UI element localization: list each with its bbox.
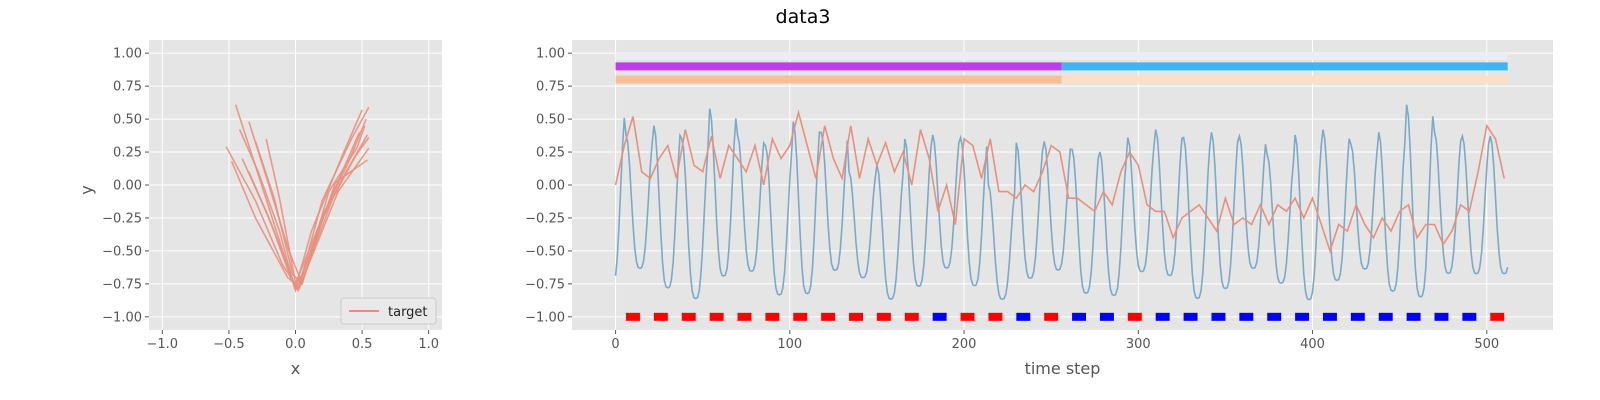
- phase-bar-segment-right: [1061, 62, 1508, 71]
- right-y-tick-label: 0.50: [536, 113, 565, 128]
- marker-blue: [1155, 312, 1170, 321]
- marker-blue: [1211, 312, 1226, 321]
- marker-red: [821, 312, 836, 321]
- left-y-tick-label: 0.25: [113, 146, 142, 161]
- marker-blue: [1406, 312, 1421, 321]
- marker-blue: [1295, 312, 1310, 321]
- marker-red: [653, 312, 668, 321]
- marker-red: [960, 312, 975, 321]
- left-target-line: [238, 129, 361, 290]
- right-y-tick-label: −0.50: [525, 244, 565, 259]
- phase-bar-segment-right: [1061, 75, 1508, 84]
- left-y-tick-label: 1.00: [113, 47, 142, 62]
- marker-red: [737, 312, 752, 321]
- left-y-tick-label: 0.75: [113, 80, 142, 95]
- marker-red: [1044, 312, 1059, 321]
- right-y-tick-label: 1.00: [536, 47, 565, 62]
- phase-bar-segment-left: [615, 62, 1062, 71]
- marker-red: [681, 312, 696, 321]
- marker-red: [1127, 312, 1142, 321]
- right-x-tick-label: 500: [1474, 337, 1499, 352]
- right-x-tick-label: 400: [1300, 337, 1325, 352]
- right-x-tick-label: 100: [777, 337, 802, 352]
- right-y-tick-label: 0.00: [536, 179, 565, 194]
- left-x-tick-label: −0.5: [213, 337, 245, 352]
- marker-red: [765, 312, 780, 321]
- left-x-ticks: −1.0 −0.5 0.0 0.5 1.0: [147, 330, 439, 352]
- figure-title: data3: [776, 6, 831, 28]
- right-y-tick-label: 0.25: [536, 146, 565, 161]
- marker-blue: [1099, 312, 1114, 321]
- right-y-ticks: −1.00 −0.75 −0.50 −0.25 0.00 0.25 0.50 0.75 1.00: [525, 47, 572, 325]
- left-chart-panel: −1.0 −0.5 0.0 0.5 1.0 −1.00 −0.75 −0.50 −0.25 0.…: [77, 40, 442, 378]
- marker-blue: [1462, 312, 1477, 321]
- left-x-axis-label: x: [291, 359, 300, 378]
- legend-box: [340, 297, 437, 325]
- left-y-tick-label: 0.00: [113, 179, 142, 194]
- phase-bar-top-band: [615, 51, 1508, 60]
- left-y-tick-label: −0.50: [102, 244, 142, 259]
- target-line: [614, 109, 1505, 254]
- left-target-lines: [225, 104, 370, 293]
- right-x-axis-label: time step: [1025, 359, 1101, 378]
- marker-blue: [1183, 312, 1198, 321]
- right-x-tick-label: 300: [1126, 337, 1151, 352]
- left-y-tick-label: −0.25: [102, 211, 142, 226]
- right-y-tick-label: 0.75: [536, 80, 565, 95]
- marker-blue: [1378, 312, 1393, 321]
- left-x-tick-label: −1.0: [147, 337, 179, 352]
- left-y-tick-label: −1.00: [102, 310, 142, 325]
- marker-red: [849, 312, 863, 321]
- marker-blue: [932, 312, 947, 321]
- right-series-lines: [614, 104, 1509, 301]
- left-y-tick-label: 0.50: [113, 113, 142, 128]
- legend-label-target: target: [388, 305, 428, 320]
- marker-row: [626, 312, 1505, 321]
- predicted-line: [614, 104, 1509, 301]
- marker-red: [626, 312, 640, 321]
- right-x-ticks: 0 100 200 300 400 500: [611, 330, 1499, 352]
- marker-blue: [1322, 312, 1337, 321]
- marker-blue: [1434, 312, 1449, 321]
- left-x-tick-label: 0.5: [352, 337, 373, 352]
- right-x-tick-label: 0: [611, 337, 619, 352]
- marker-blue: [1016, 312, 1031, 321]
- left-x-tick-label: 1.0: [418, 337, 439, 352]
- right-y-tick-label: −0.25: [525, 211, 565, 226]
- right-chart-panel: 0 100 200 300 400 500 −1.00 −0.75 −0.50 −0.25 0.0…: [525, 40, 1553, 378]
- marker-red: [904, 312, 919, 321]
- phase-bars: [615, 51, 1508, 84]
- marker-blue: [1072, 312, 1087, 321]
- left-x-tick-label: 0.0: [285, 337, 306, 352]
- left-y-axis-label: y: [77, 185, 96, 194]
- marker-red: [709, 312, 724, 321]
- marker-blue: [1350, 312, 1365, 321]
- left-y-tick-label: −0.75: [102, 277, 142, 292]
- right-y-tick-label: −1.00: [525, 310, 565, 325]
- marker-blue: [1267, 312, 1282, 321]
- marker-blue: [1239, 312, 1254, 321]
- left-target-line: [248, 137, 370, 293]
- phase-bar-segment-left: [615, 75, 1062, 84]
- marker-red: [988, 312, 1003, 321]
- marker-red: [793, 312, 808, 321]
- right-y-tick-label: −0.75: [525, 277, 565, 292]
- legend: target: [340, 297, 437, 325]
- left-y-ticks: −1.00 −0.75 −0.50 −0.25 0.00 0.25 0.50 0.75 1.00: [102, 47, 149, 325]
- right-x-tick-label: 200: [952, 337, 977, 352]
- marker-red: [1490, 312, 1505, 321]
- marker-red: [876, 312, 891, 321]
